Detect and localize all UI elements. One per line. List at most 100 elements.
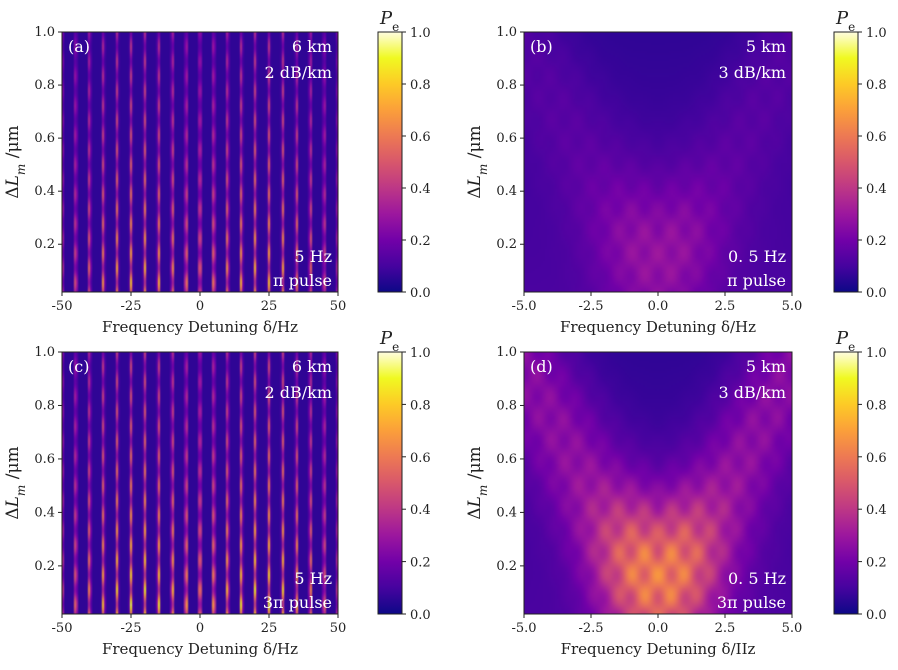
y-tick-label: 0.6 (496, 131, 517, 146)
y-tick-label: 1.0 (34, 25, 55, 40)
chart-panel-1: -5.0 -2.5 0.0 2.5 5.0 0.2 0.4 0.6 0.8 1.0 Frequenc… (465, 8, 887, 336)
colorbar (833, 351, 859, 615)
y-axis-label: ΔLm /μm (3, 446, 28, 519)
colorbar-tick-label: 0.0 (410, 286, 431, 301)
colorbar-tick-label: 0.2 (410, 234, 431, 249)
panel-label: (d) (530, 357, 553, 376)
x-tick-label: 2.5 (715, 621, 736, 636)
x-tick-label: 50 (330, 621, 347, 636)
annotation-frequency: 5 Hz (294, 247, 332, 266)
y-tick-label: 0.4 (496, 505, 517, 520)
y-tick-label: 0.8 (34, 398, 55, 413)
x-tick-label: 25 (261, 299, 278, 314)
chart-panel-2: -50 -25 0 25 50 0.2 0.4 0.6 0.8 1.0 Frequency Detu… (3, 328, 431, 658)
x-tick-label: -2.5 (578, 299, 603, 314)
y-tick-label: 0.2 (496, 237, 517, 252)
y-tick-label: 0.2 (496, 559, 517, 574)
y-tick-label: 0.4 (34, 505, 55, 520)
annotation-loss: 3 dB/km (718, 383, 786, 402)
colorbar-title: Pe (835, 328, 855, 354)
y-tick-label: 0.6 (34, 452, 55, 467)
annotation-distance: 5 km (746, 37, 786, 56)
annotation-pulse: 3π pulse (717, 593, 786, 612)
heatmap-image (524, 32, 792, 292)
colorbar-title: Pe (835, 8, 855, 34)
x-tick-label: 0.0 (648, 299, 669, 314)
colorbar-tick-label: 1.0 (866, 26, 887, 41)
y-tick-label: 0.2 (34, 559, 55, 574)
x-axis-label: Frequency Detuning δ/Hz (102, 318, 298, 336)
x-axis-label: Frequency Detuning δ/Hz (102, 640, 298, 658)
colorbar-tick-label: 0.8 (410, 398, 431, 413)
annotation-pulse: π pulse (727, 271, 786, 290)
colorbar-tick-label: 0.6 (866, 451, 887, 466)
annotation-frequency: 0. 5 Hz (728, 247, 786, 266)
x-tick-label: -5.0 (511, 621, 536, 636)
colorbar-tick-label: 0.4 (410, 182, 431, 197)
colorbar-tick-label: 0.4 (410, 503, 431, 518)
x-tick-label: 5.0 (782, 299, 803, 314)
colorbar-tick-label: 0.6 (410, 130, 431, 145)
x-tick-label: 25 (261, 621, 278, 636)
x-tick-label: 50 (330, 299, 347, 314)
annotation-loss: 2 dB/km (264, 383, 332, 402)
y-tick-label: 0.4 (34, 184, 55, 199)
annotation-frequency: 0. 5 Hz (728, 569, 786, 588)
colorbar-tick-label: 0.6 (410, 451, 431, 466)
colorbar-title: Pe (379, 328, 399, 354)
x-tick-label: -25 (121, 621, 142, 636)
panel-label: (a) (68, 37, 90, 56)
colorbar-tick-label: 0.0 (410, 608, 431, 623)
chart-panel-3: -5.0 -2.5 0.0 2.5 5.0 0.2 0.4 0.6 0.8 1.0 Frequenc… (465, 328, 887, 658)
annotation-loss: 2 dB/km (264, 63, 332, 82)
y-tick-label: 0.4 (496, 184, 517, 199)
colorbar-tick-label: 0.4 (866, 503, 887, 518)
x-tick-label: 0.0 (648, 621, 669, 636)
y-tick-label: 0.8 (496, 398, 517, 413)
y-tick-label: 0.8 (496, 78, 517, 93)
colorbar-tick-label: 0.2 (410, 556, 431, 571)
y-tick-label: 0.6 (34, 131, 55, 146)
x-tick-label: 5.0 (782, 621, 803, 636)
colorbar-tick-label: 0.6 (866, 130, 887, 145)
y-tick-label: 1.0 (34, 345, 55, 360)
y-tick-label: 0.8 (34, 78, 55, 93)
colorbar-tick-label: 0.8 (866, 398, 887, 413)
colorbar-tick-label: 1.0 (866, 346, 887, 361)
y-axis-label: ΔLm /μm (3, 125, 28, 198)
panel-label: (b) (530, 37, 553, 56)
colorbar-tick-label: 0.0 (866, 286, 887, 301)
x-tick-label: 0 (196, 621, 204, 636)
annotation-distance: 6 km (292, 357, 332, 376)
colorbar (377, 351, 403, 615)
annotation-distance: 6 km (292, 37, 332, 56)
y-tick-label: 1.0 (496, 25, 517, 40)
heatmap-image (524, 352, 792, 614)
colorbar-tick-label: 0.4 (866, 182, 887, 197)
colorbar-tick-label: 0.8 (866, 78, 887, 93)
annotation-pulse: π pulse (273, 271, 332, 290)
x-tick-label: -25 (121, 299, 142, 314)
x-tick-label: 2.5 (715, 299, 736, 314)
x-tick-label: 0 (196, 299, 204, 314)
x-tick-label: -5.0 (511, 299, 536, 314)
x-tick-label: -50 (52, 299, 73, 314)
y-axis-label: ΔLm /μm (465, 446, 490, 519)
annotation-pulse: 3π pulse (263, 593, 332, 612)
x-tick-label: -2.5 (578, 621, 603, 636)
annotation-distance: 5 km (746, 357, 786, 376)
y-tick-label: 0.6 (496, 452, 517, 467)
colorbar-title: Pe (379, 8, 399, 34)
colorbar-tick-label: 0.2 (866, 234, 887, 249)
x-tick-label: -50 (52, 621, 73, 636)
annotation-loss: 3 dB/km (718, 63, 786, 82)
colorbar-tick-label: 0.8 (410, 78, 431, 93)
colorbar (833, 31, 859, 293)
x-axis-label: Frequency Detuning δ/IIz (561, 640, 756, 658)
y-axis-label: ΔLm /μm (465, 125, 490, 198)
heatmap-image (62, 352, 338, 614)
panel-label: (c) (68, 357, 89, 376)
x-axis-label: Frequency Detuning δ/Hz (560, 318, 756, 336)
colorbar (377, 31, 403, 293)
